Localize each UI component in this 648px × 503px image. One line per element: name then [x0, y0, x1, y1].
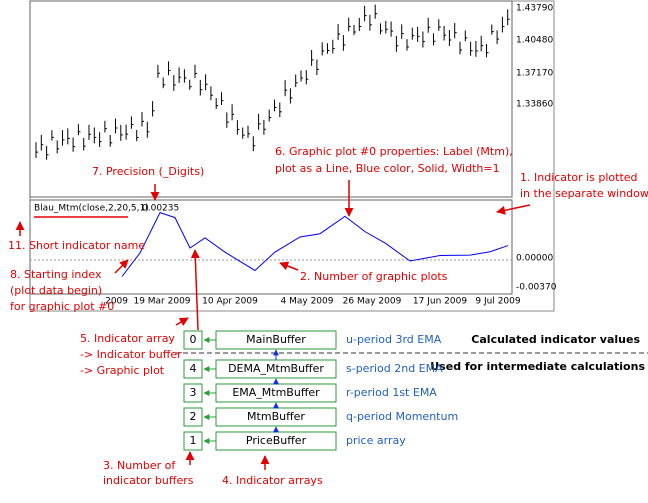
x-tick-label: 2009: [105, 297, 128, 307]
buffer-name: PriceBuffer: [246, 434, 307, 447]
index-box: [183, 330, 203, 350]
indicator-panel: [29, 199, 513, 295]
annotation: (plot data begin): [10, 284, 102, 297]
buffer-index: 3: [190, 386, 197, 399]
index-box: [183, 359, 203, 379]
y-tick-label: -0.00370: [516, 283, 557, 293]
annotation: plot as a Line, Blue color, Solid, Width…: [275, 162, 500, 175]
buffer-index: 1: [190, 434, 197, 447]
section-label: Calculated indicator values: [471, 333, 640, 346]
x-tick-label: 9 Jul 2009: [475, 297, 520, 307]
x-tick-label: 19 Mar 2009: [133, 297, 190, 307]
buffer-index: 0: [190, 333, 197, 346]
short-name: Blau_Mtm(close,2,20,5,1): [34, 204, 149, 214]
price-bars: [35, 4, 510, 160]
annotation: 1. Indicator is plotted: [520, 171, 638, 184]
buffer-name: MtmBuffer: [247, 410, 305, 423]
buffer-index: 4: [190, 362, 197, 375]
buffer-description: q-period Momentum: [346, 410, 458, 423]
section-label: Used for intermediate calculations: [430, 360, 645, 373]
chart-frame: [29, 0, 555, 312]
annotation: 2. Number of graphic plots: [300, 270, 448, 283]
annotation: 7. Precision (_Digits): [92, 165, 204, 178]
annotation: -> Indicator buffer: [80, 348, 182, 361]
price-panel: [29, 0, 513, 198]
y-tick-label: 1.33860: [516, 100, 553, 110]
buffer-index: 2: [190, 410, 197, 423]
x-tick-label: 10 Apr 2009: [202, 297, 258, 307]
annotation: 6. Graphic plot #0 properties: Label (Mt…: [275, 145, 513, 158]
x-tick-label: 26 May 2009: [343, 297, 402, 307]
buffer-name: EMA_MtmBuffer: [232, 386, 320, 399]
buffer-description: s-period 2nd EMA: [346, 362, 443, 375]
annotation: 3. Number of: [103, 459, 176, 472]
annotation: -> Graphic plot: [80, 364, 165, 377]
annotation: 11. Short indicator name: [8, 239, 145, 252]
buffer-name: DEMA_MtmBuffer: [228, 362, 324, 375]
buffer-description: price array: [346, 434, 406, 447]
annotation: for graphic plot #0: [10, 300, 114, 313]
buffer-description: r-period 1st EMA: [346, 386, 437, 399]
annotation: 5. Indicator array: [80, 332, 175, 345]
x-tick-label: 4 May 2009: [281, 297, 334, 307]
y-tick-label: 1.43790: [516, 4, 553, 14]
annotation: indicator buffers: [103, 474, 194, 487]
annotation: 8. Starting index: [10, 268, 102, 281]
index-box: [183, 431, 203, 451]
buffer-description: u-period 3rd EMA: [346, 333, 442, 346]
buffer-name: MainBuffer: [246, 333, 306, 346]
y-tick-label: 0.00000: [516, 254, 553, 264]
annotation: in the separate window: [520, 187, 648, 200]
indicator-value: 0.00235: [142, 204, 179, 214]
y-tick-label: 1.37170: [516, 69, 553, 79]
indicator-line: [121, 212, 509, 277]
annotation: 4. Indicator arrays: [222, 474, 323, 487]
y-tick-label: 1.40480: [516, 36, 553, 46]
index-box: [183, 407, 203, 427]
index-box: [183, 383, 203, 403]
callout-arrows: [15, 180, 531, 470]
x-tick-label: 17 Jun 2009: [413, 297, 467, 307]
